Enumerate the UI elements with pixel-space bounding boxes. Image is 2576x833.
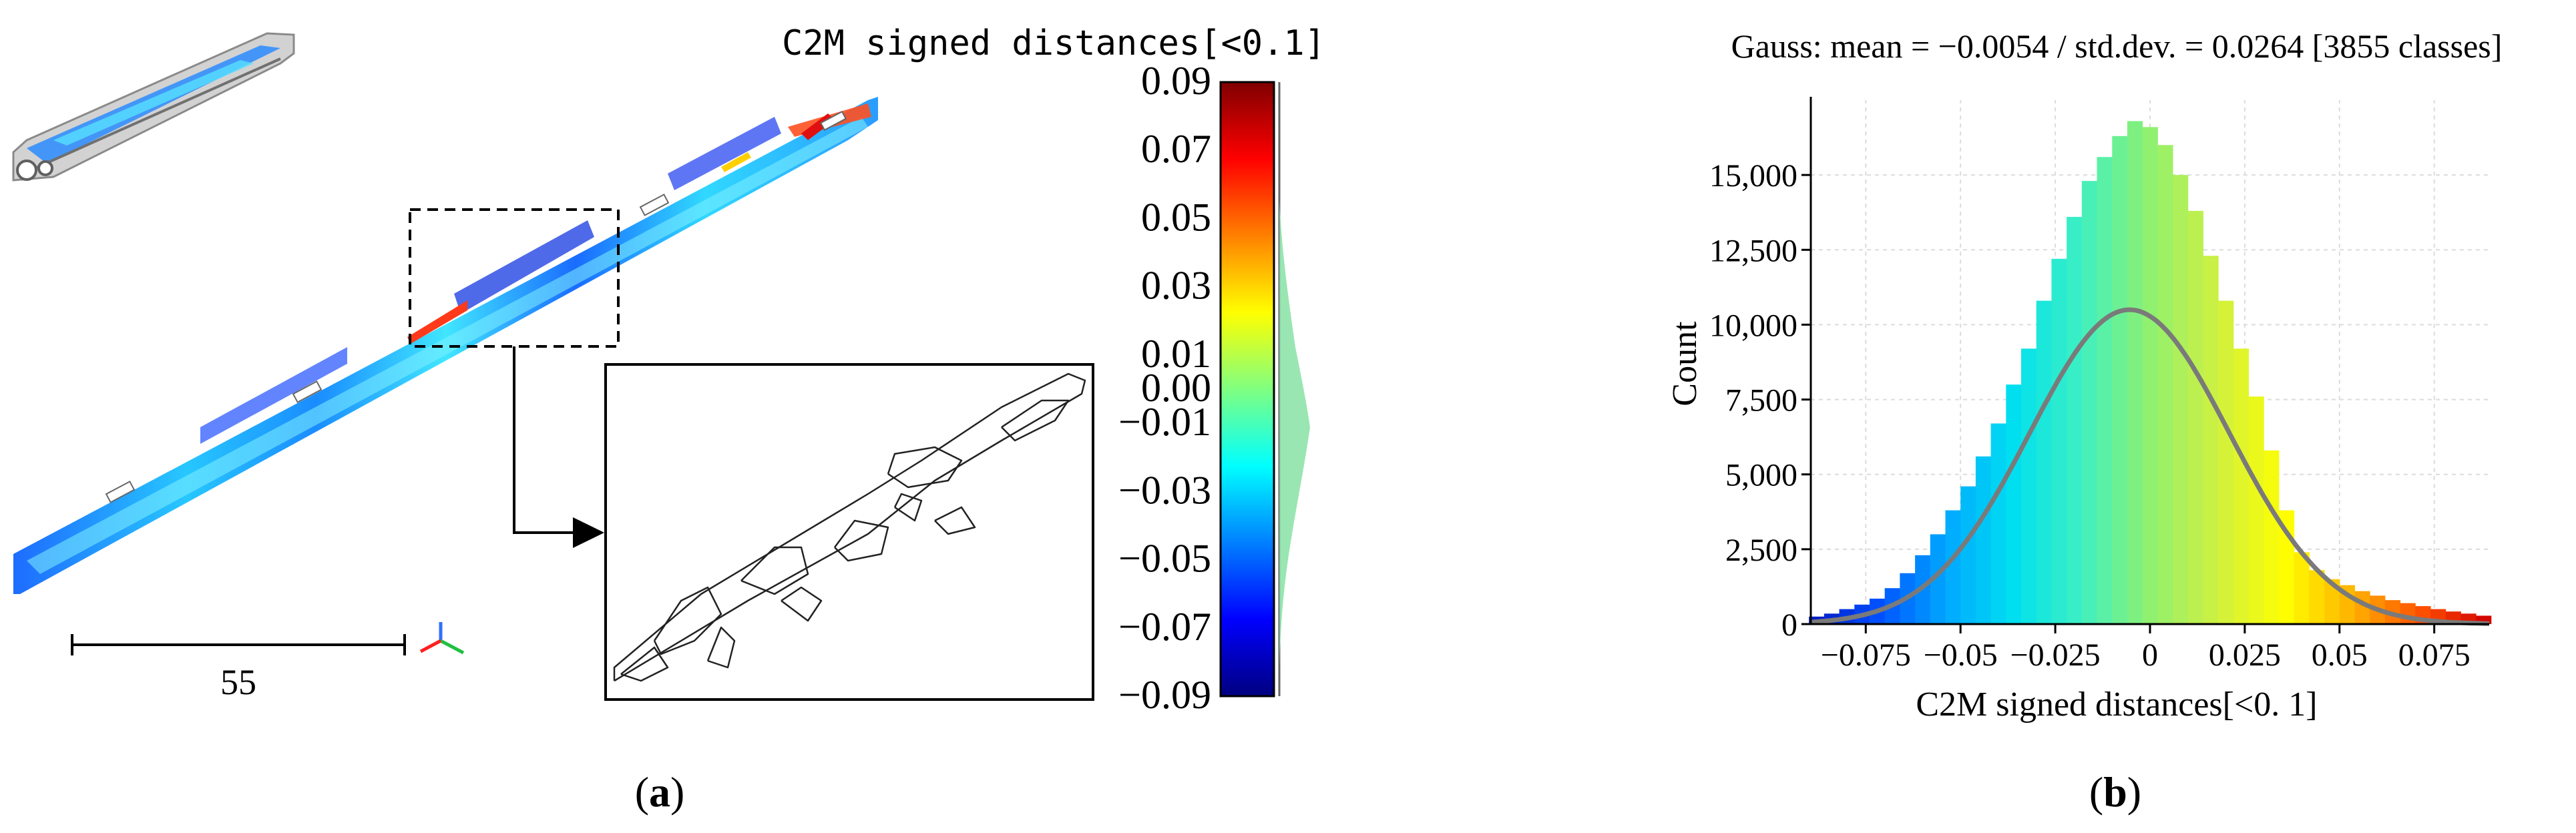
thumbnail-point-cloud [12,32,295,182]
colorbar-tick-label: −0.09 [1118,673,1211,717]
histogram-bar [2370,595,2386,624]
histogram-bar [2021,348,2037,624]
histogram-bar [1900,573,1916,624]
histogram-bar [2218,300,2234,624]
histogram-bar [2112,135,2128,625]
panel-label-a: (a) [635,768,685,816]
histogram-bar [1915,555,1931,624]
chart-title: Gauss: mean = −0.0054 / std.dev. = 0.026… [1731,27,2503,65]
x-tick-label: 0.025 [2209,637,2281,673]
colorbar-tick-label: 0.07 [1141,127,1211,171]
colorbar-tick-label: 0.09 [1141,59,1211,103]
colorbar-ticks: 0.09 0.07 0.05 0.03 0.010.00−0.01 −0.03 −0.05 −… [1118,59,1211,717]
histogram-bar [1884,588,1900,624]
histogram-bar [2067,216,2083,624]
gridlines [1811,100,2489,624]
zoom-region-box [409,208,620,348]
x-tick-label: 0.075 [2398,637,2471,673]
histogram-bar [2354,591,2370,624]
histogram-bar [1945,510,1961,624]
histogram-bar [1823,613,1840,624]
y-tick-label: 7,500 [1725,383,1797,419]
histogram-bar [2097,157,2113,624]
histogram-bar [2339,585,2356,624]
histogram-bar [2294,552,2310,624]
y-tick-label: 12,500 [1709,233,1797,268]
x-tick-label: 0.05 [2312,637,2368,673]
colorbar-title: C2M signed distances[<0.1] [782,23,1325,63]
y-tick-label: 15,000 [1709,158,1797,194]
colorbar-tick-label: 0.05 [1141,195,1211,239]
y-axis-ticks: 0 2,500 5,000 7,500 10,000 12,500 15,000 [1709,158,1811,643]
histogram-bar [2430,609,2446,624]
histogram-bar [2476,615,2492,624]
histogram-bar [2006,384,2022,624]
histogram-bar [1990,423,2006,624]
histogram-bar [2264,450,2280,624]
colorbar-tick-label: −0.03 [1118,468,1211,512]
histogram-bar [2036,300,2052,624]
y-tick-label: 2,500 [1725,533,1797,568]
colorbar-tick-label: 0.00 [1141,366,1211,410]
histogram-bar [2324,579,2340,624]
point-cloud-main [13,97,878,594]
histogram-bar [1809,616,1825,624]
histogram-bar [2187,210,2203,624]
colorbar-tick-label: −0.07 [1118,605,1211,649]
colorbar-tick-label: 0.01 [1141,332,1211,376]
histogram-bar [2415,606,2431,624]
axis-triad-icon [419,622,465,655]
x-tick-label: 0 [2142,637,2158,673]
y-tick-label: 10,000 [1709,308,1797,343]
histogram-bar [2445,611,2461,624]
scale-bar [71,634,406,655]
histogram-bar [2233,348,2249,624]
histogram-bar [1960,486,1976,624]
histogram-bar [2460,613,2477,624]
y-tick-label: 5,000 [1725,458,1797,493]
inset-outline-drawing [604,363,1094,701]
histogram-bar [2309,570,2325,624]
histogram-bar [2203,256,2219,624]
colorbar-gradient-bar [1219,81,1275,698]
histogram-bar [1854,604,1870,624]
histogram-bar [2051,258,2067,624]
colorbar-tick-label: 0.03 [1141,264,1211,308]
histogram-bar [2157,145,2173,625]
x-tick-label: −0.025 [2010,637,2101,673]
x-axis-ticks: −0.075 −0.05 −0.025 0 0.025 0.05 0.075 [1821,624,2471,673]
histogram-bar [2278,510,2295,624]
x-tick-label: −0.075 [1821,637,1911,673]
histogram-bar [1930,534,1946,624]
colorbar-side-histogram [1279,200,1310,667]
histogram-bar [2400,603,2416,624]
x-tick-label: −0.05 [1924,637,1998,673]
x-axis-label: C2M signed distances[<0. 1] [1916,685,2317,724]
histogram-bar [1869,598,1886,624]
gauss-fit-curve [1810,307,2490,626]
histogram-bars [1809,121,2492,625]
histogram-bar [2173,175,2189,625]
histogram-bar [1975,456,1992,624]
histogram-bar [2142,127,2158,624]
histogram-bar [1839,609,1855,624]
scale-bar-value: 55 [220,662,256,702]
histogram-bar [2081,181,2098,625]
zoom-connector-arrow [513,346,604,548]
axes [1809,97,2489,625]
histogram-bar [2248,396,2264,624]
colorbar-tick-label: −0.01 [1118,400,1211,444]
y-tick-label: 0 [1781,607,1797,643]
y-axis-label: Count [1666,321,1704,406]
histogram-bar [2384,600,2401,624]
colorbar-tick-label: −0.05 [1118,537,1211,581]
panel-label-b: (b) [2089,768,2141,816]
histogram-bar [2127,121,2143,624]
panel-a: 55 C2M signed distances[<0.1] 0.090.070.… [12,23,1325,816]
